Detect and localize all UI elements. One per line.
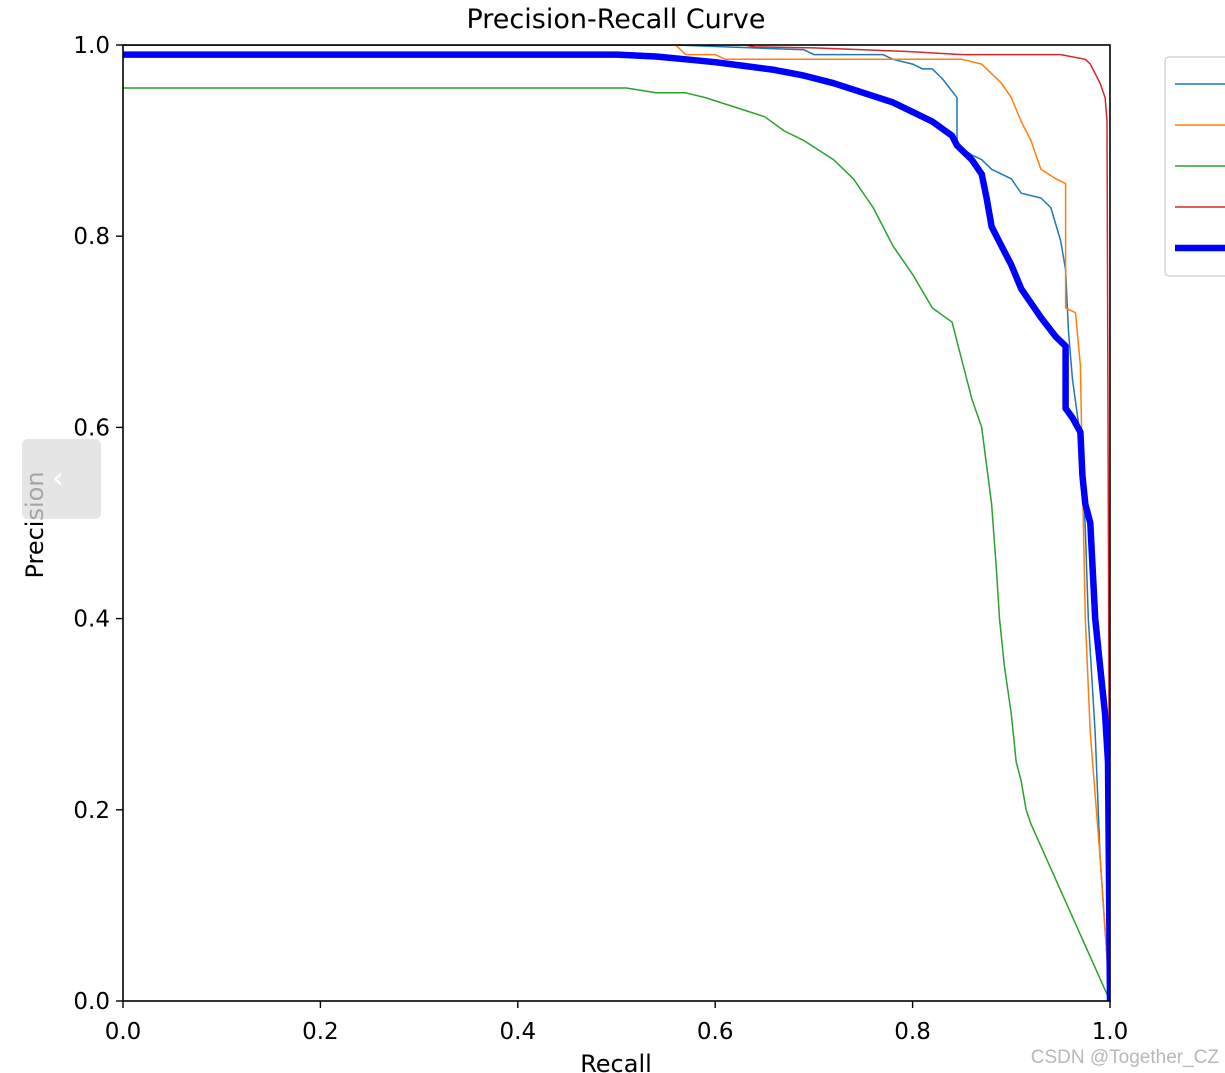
- series-line-4: [123, 45, 1110, 1001]
- chart-title: Precision-Recall Curve: [466, 4, 765, 35]
- x-axis: 0.0 0.2 0.4 0.6 0.8 1.0: [105, 1001, 1129, 1045]
- y-tick-label: 0.0: [73, 989, 110, 1015]
- chevron-left-icon: ‹: [52, 461, 64, 496]
- plot-frame: [122, 44, 1111, 1002]
- x-tick-label: 0.8: [894, 1019, 931, 1045]
- x-tick-label: 1.0: [1092, 1019, 1129, 1045]
- y-tick-label: 0.8: [73, 224, 110, 250]
- y-tick-label: 0.2: [73, 798, 110, 824]
- series-line-3: [123, 87, 1110, 1001]
- legend: [1164, 56, 1225, 277]
- y-tick-label: 0.6: [73, 415, 110, 441]
- y-axis: 0.0 0.2 0.4 0.6 0.8 1.0: [73, 33, 123, 1015]
- x-tick-label: 0.0: [105, 1019, 142, 1045]
- series-line-5: [123, 51, 1110, 1001]
- y-tick-label: 1.0: [73, 33, 110, 59]
- y-tick-label: 0.4: [73, 607, 110, 633]
- collapse-handle[interactable]: ‹: [22, 439, 101, 519]
- series-line-2: [123, 45, 1110, 1001]
- series-group: [123, 45, 1110, 1001]
- x-tick-label: 0.6: [697, 1019, 734, 1045]
- x-tick-label: 0.4: [500, 1019, 537, 1045]
- x-axis-title: Recall: [580, 1050, 652, 1073]
- x-tick-label: 0.2: [302, 1019, 339, 1045]
- watermark: CSDN @Together_CZ: [1030, 1047, 1219, 1068]
- series-line-1: [123, 45, 1110, 1001]
